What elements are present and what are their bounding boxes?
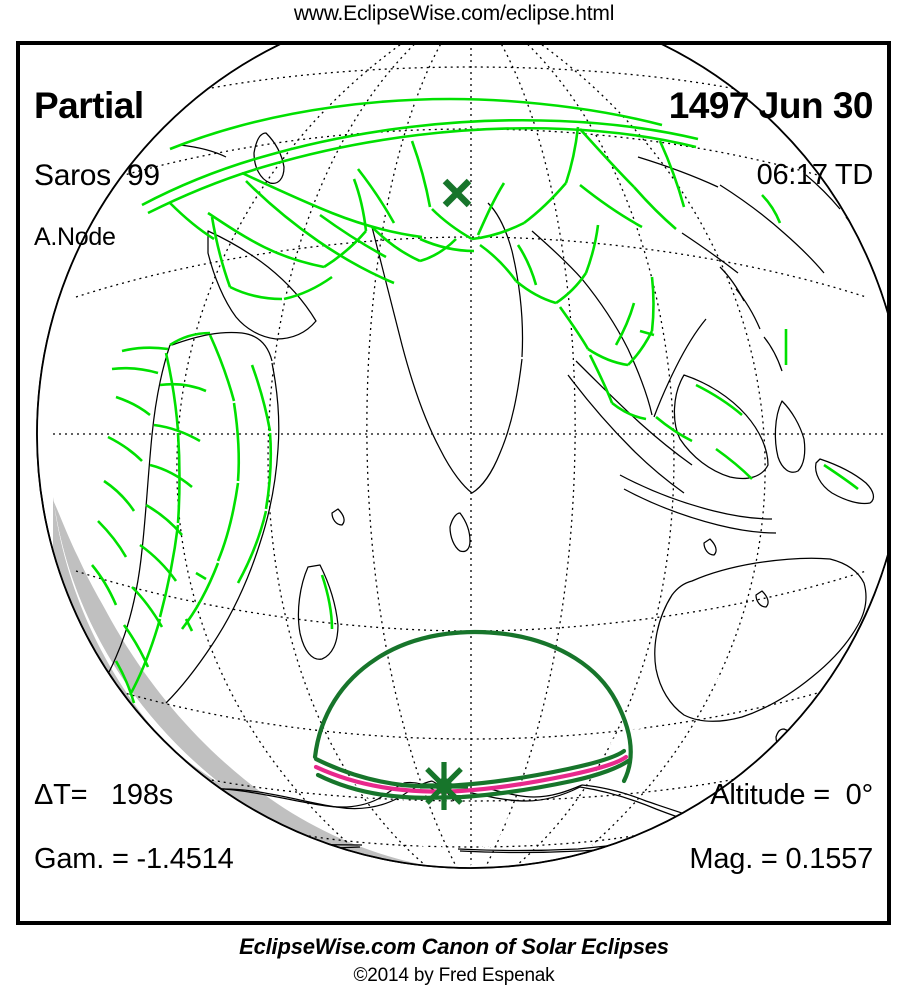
eclipse-time-label: 06:17 TD (756, 159, 874, 191)
day-side-fill (37, 45, 887, 868)
globe-rim (36, 45, 887, 869)
globe-map-svg (36, 45, 887, 869)
political-borders (91, 97, 859, 704)
eclipse-date-label: 1497 Jun 30 (668, 85, 874, 126)
saros-label: Saros 99 (34, 159, 160, 192)
delta-t-label: ΔT= 198s (34, 779, 174, 811)
magnitude-label: Mag. = 0.1557 (689, 843, 873, 875)
page-footer: EclipseWise.com Canon of Solar Eclipses … (0, 934, 908, 987)
eclipse-stats-bottomright: Altitude = 0° Mag. = 0.1557 (689, 749, 873, 909)
eclipse-central-line (313, 754, 629, 794)
map-stage (20, 45, 887, 921)
canon-title-label: EclipseWise.com Canon of Solar Eclipses (239, 934, 669, 959)
eclipse-summary-topleft: Partial Saros 99 A.Node (34, 55, 160, 282)
eclipse-type-label: Partial (34, 85, 144, 126)
greatest-eclipse-asterisk-icon (420, 762, 468, 810)
southern-partial-limit (315, 758, 631, 800)
eclipse-stats-bottomleft: ΔT= 198s Gam. = -1.4514 (34, 749, 234, 909)
northern-partial-limit (312, 629, 633, 784)
source-url-label: www.EclipseWise.com/eclipse.html (293, 2, 615, 25)
eclipse-map-frame: Partial Saros 99 A.Node 1497 Jun 30 06:1… (16, 41, 891, 925)
graticule (37, 45, 887, 868)
eclipse-datetime-topright: 1497 Jun 30 06:17 TD (668, 55, 874, 222)
subsolar-point-x-icon (442, 178, 472, 208)
copyright-label: ©2014 by Fred Espenak (353, 965, 555, 986)
altitude-label: Altitude = 0° (710, 779, 873, 811)
node-label: A.Node (34, 223, 116, 251)
gamma-label: Gam. = -1.4514 (34, 843, 234, 875)
